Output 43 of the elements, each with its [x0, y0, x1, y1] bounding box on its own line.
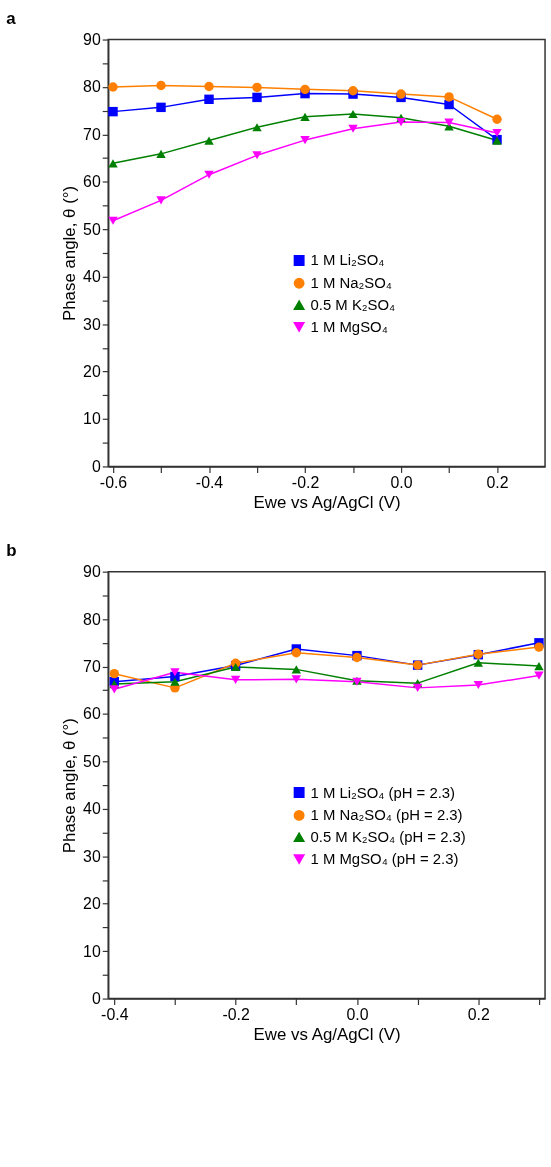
legend-label: 1 M Na₂SO₄ — [310, 275, 392, 292]
x-axis-title: Ewe vs Ag/AgCl (V) — [253, 492, 401, 512]
chart-title: a — [6, 8, 17, 28]
x-tick-label: 0.0 — [390, 473, 413, 491]
y-tick-label: 30 — [83, 315, 101, 333]
chart-title: b — [6, 540, 17, 560]
y-tick-label: 10 — [83, 942, 101, 960]
y-tick-label: 20 — [83, 363, 101, 381]
y-tick-label: 10 — [83, 410, 101, 428]
legend-label: 1 M Li₂SO₄ — [310, 252, 385, 269]
y-tick-label: 0 — [91, 457, 101, 475]
y-tick-label: 20 — [83, 895, 101, 913]
y-tick-label: 50 — [83, 752, 101, 770]
x-tick-label: -0.4 — [195, 473, 224, 491]
y-tick-label: 80 — [83, 610, 101, 628]
x-tick-label: -0.2 — [291, 473, 320, 491]
x-tick-label: 0.0 — [346, 1005, 369, 1023]
y-tick-label: 60 — [83, 173, 101, 191]
legend-label: 1 M MgSO₄ (pH = 2.3) — [310, 851, 459, 868]
y-tick-label: 90 — [83, 30, 101, 48]
y-tick-label: 70 — [83, 125, 101, 143]
legend-label: 1 M Na₂SO₄ (pH = 2.3) — [310, 807, 463, 824]
y-tick-label: 40 — [83, 268, 101, 286]
y-axis-title: Phase angle, θ (°) — [60, 185, 80, 322]
y-tick-label: 50 — [83, 220, 101, 238]
x-tick-label: -0.4 — [101, 1005, 129, 1023]
x-tick-label: -0.2 — [222, 1005, 250, 1023]
x-tick-label: 0.2 — [467, 1005, 490, 1023]
y-tick-label: 70 — [83, 658, 101, 675]
y-tick-label: 40 — [83, 800, 101, 818]
y-tick-label: 80 — [83, 78, 101, 96]
y-tick-label: 90 — [83, 563, 101, 581]
x-axis-title: Ewe vs Ag/AgCl (V) — [253, 1024, 401, 1044]
x-tick-label: -0.6 — [99, 473, 128, 491]
y-tick-label: 0 — [91, 990, 101, 1008]
legend-label: 0.5 M K₂SO₄ — [310, 297, 396, 314]
y-axis-title: Phase angle, θ (°) — [60, 718, 80, 854]
y-tick-label: 30 — [83, 847, 101, 865]
legend-label: 1 M MgSO₄ — [310, 318, 388, 335]
x-tick-label: 0.2 — [486, 473, 509, 491]
y-tick-label: 60 — [83, 705, 101, 723]
legend-label: 0.5 M K₂SO₄ (pH = 2.3) — [310, 829, 466, 846]
legend-label: 1 M Li₂SO₄ (pH = 2.3) — [310, 784, 456, 801]
